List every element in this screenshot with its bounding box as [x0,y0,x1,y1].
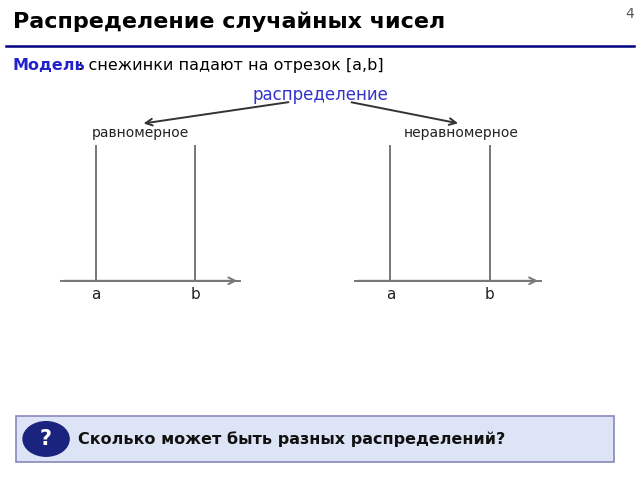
Text: : снежинки падают на отрезок [a,b]: : снежинки падают на отрезок [a,b] [78,58,384,72]
Text: Модель: Модель [13,58,86,72]
Text: a: a [92,287,100,301]
Text: b: b [190,287,200,301]
Text: 4: 4 [625,7,634,21]
Text: неравномерное: неравномерное [403,126,518,140]
Text: a: a [386,287,395,301]
Text: Сколько может быть разных распределений?: Сколько может быть разных распределений? [78,431,506,446]
Text: распределение: распределение [252,86,388,105]
Text: равномерное: равномерное [92,126,189,140]
Text: ?: ? [40,429,52,449]
Text: b: b [484,287,495,301]
Text: Распределение случайных чисел: Распределение случайных чисел [13,12,445,33]
FancyBboxPatch shape [16,416,614,462]
Circle shape [23,422,69,456]
